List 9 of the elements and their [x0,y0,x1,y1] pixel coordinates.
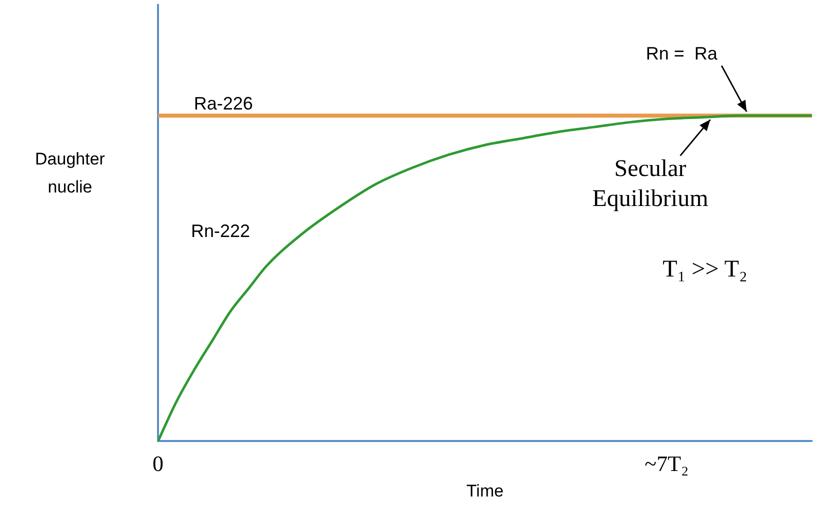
x-axis-title: Time [466,481,504,500]
annotation: Rn-222 [190,220,250,241]
annotation: Rn = Ra [646,44,718,64]
annotation: T₁ >> T₂ [662,256,748,282]
annotation: Secular Equilibrium [592,156,709,212]
y-axis-title: Daughter nuclie [35,150,106,197]
x-tick-label: 0 [152,451,164,476]
annotation: Ra-226 [194,94,253,114]
x-tick-label: ~7T₂ [644,451,689,476]
